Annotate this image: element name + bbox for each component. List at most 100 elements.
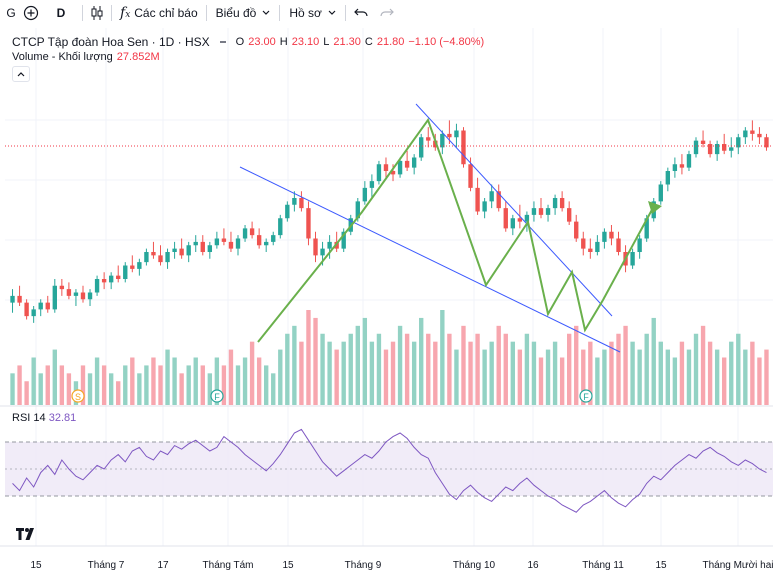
candle-body — [52, 285, 57, 310]
redo-icon — [380, 8, 394, 17]
upper-trendline[interactable] — [415, 103, 613, 317]
redo-button[interactable] — [376, 0, 398, 26]
candle-body — [235, 238, 241, 249]
toolbar-separator — [111, 5, 112, 21]
interval-button[interactable]: D — [56, 6, 66, 20]
candle-body — [714, 144, 720, 155]
chevron-down-icon — [328, 10, 336, 15]
volume-bar — [764, 349, 769, 405]
volume-bar — [172, 357, 177, 405]
candle — [52, 279, 57, 313]
volume-bar — [38, 373, 43, 405]
top-toolbar: G D fx Các chỉ báo Biểu đồ Hồ sơ — [0, 0, 773, 26]
symbol-fragment[interactable]: G — [6, 6, 16, 20]
volume-bar — [45, 365, 50, 405]
candle-body — [588, 248, 593, 252]
svg-text:F: F — [214, 392, 220, 402]
candle — [45, 295, 50, 313]
candle-body — [193, 241, 198, 246]
volume-bar — [496, 325, 501, 405]
candle — [172, 241, 177, 259]
xaxis-label: Tháng Mười hai — [702, 560, 773, 571]
candle-body — [686, 154, 692, 168]
candle — [306, 201, 311, 246]
time-axis[interactable]: 15 Tháng 7 17 Tháng Tám 15 Tháng 9 Tháng… — [0, 552, 773, 580]
indicators-button[interactable]: fx Các chỉ báo — [112, 0, 206, 26]
event-marker-f[interactable]: F — [579, 389, 593, 403]
lower-trendline[interactable] — [239, 166, 621, 353]
candle-body — [397, 160, 403, 175]
candle — [278, 214, 283, 239]
candle — [440, 130, 445, 155]
volume-bar — [80, 365, 86, 405]
chart-type-dropdown[interactable]: Biểu đồ — [207, 0, 280, 26]
candle-body — [80, 292, 86, 300]
volume-bar — [567, 333, 572, 405]
volume-bar — [524, 333, 530, 405]
candle — [722, 133, 727, 155]
candle — [31, 306, 36, 323]
volume-bar — [390, 341, 396, 405]
volume-bar — [101, 365, 107, 405]
volume-bar — [278, 349, 283, 405]
volume-bar — [722, 357, 727, 405]
candle-body — [531, 208, 537, 215]
undo-button[interactable] — [346, 0, 376, 26]
volume-bar — [637, 349, 642, 405]
candle-body — [200, 241, 205, 253]
candle — [285, 201, 290, 222]
candle — [672, 157, 678, 178]
volume-bar — [419, 317, 424, 405]
volume-bar — [700, 325, 706, 405]
candle — [123, 262, 128, 283]
candle-body — [341, 231, 346, 249]
volume-bar — [348, 333, 353, 405]
candle — [404, 150, 410, 171]
candle — [397, 157, 403, 178]
candle — [743, 127, 748, 144]
candle-body — [707, 144, 713, 155]
rsi-value: 32.81 — [48, 412, 77, 424]
candle-body — [249, 228, 255, 236]
event-marker-s[interactable]: S — [71, 389, 85, 403]
volume-bar — [271, 373, 276, 405]
volume-bar — [679, 341, 685, 405]
add-symbol-button[interactable] — [22, 0, 40, 26]
candle-body — [172, 248, 177, 252]
profile-dropdown[interactable]: Hồ sơ — [280, 0, 345, 26]
candle — [616, 231, 621, 256]
wave-annotation[interactable] — [257, 117, 655, 343]
rsi-line — [12, 428, 767, 513]
volume-bar — [426, 333, 431, 405]
volume-bar — [750, 341, 755, 405]
candle — [426, 127, 431, 148]
candle-body — [482, 201, 487, 212]
collapse-legend-button[interactable] — [12, 66, 30, 82]
tradingview-logo[interactable] — [16, 527, 36, 545]
candle-body — [24, 302, 29, 317]
symbol-title[interactable]: CTCP Tập đoàn Hoa Sen · 1D · HSX — [12, 34, 210, 49]
volume-bar — [609, 341, 614, 405]
candle — [637, 235, 642, 259]
candle — [510, 214, 515, 236]
candle — [581, 231, 586, 256]
candle-body — [496, 191, 501, 209]
rsi-title[interactable]: RSI 14 — [12, 412, 46, 424]
event-marker-f[interactable]: F — [210, 389, 224, 403]
candle — [461, 127, 466, 168]
volume-bar — [285, 333, 290, 405]
volume-bar — [538, 357, 544, 405]
candle-body — [411, 157, 417, 168]
candle — [292, 191, 297, 212]
volume-bar — [630, 341, 635, 405]
candle — [101, 272, 107, 290]
volume-bar — [397, 325, 403, 405]
candle — [256, 228, 262, 249]
chart-style-button[interactable] — [83, 0, 111, 26]
candle-body — [116, 275, 121, 280]
candle-body — [672, 164, 678, 171]
candle — [228, 231, 234, 252]
candle — [595, 235, 600, 256]
volume-bar — [482, 349, 487, 405]
